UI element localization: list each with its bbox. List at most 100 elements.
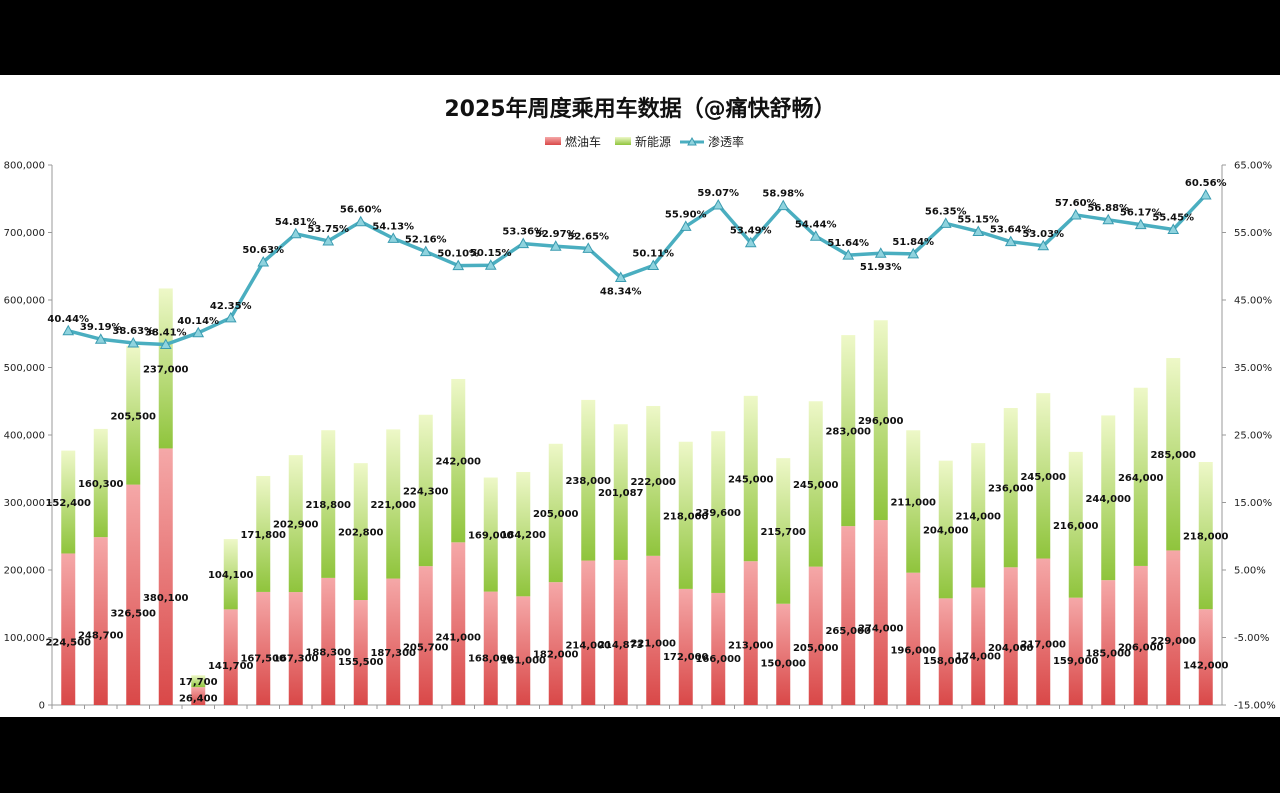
data-label-fuel: 224,500 (45, 637, 91, 648)
data-label-nev: 237,000 (143, 364, 189, 375)
bar-nev (581, 399, 596, 561)
data-label-nev: 224,300 (403, 486, 449, 497)
rate-point (809, 230, 822, 241)
bar-nev (971, 443, 986, 588)
data-label-nev: 169,000 (468, 531, 514, 542)
bar-fuel (418, 566, 433, 705)
bar-fuel (906, 572, 921, 705)
data-label-nev: 238,000 (565, 476, 611, 487)
data-label-nev: 264,000 (1118, 473, 1164, 484)
bar-fuel (711, 592, 726, 705)
data-label-rate: 53.03% (1022, 229, 1064, 240)
bar-fuel (1036, 558, 1051, 705)
bar-fuel (776, 603, 791, 705)
data-label-rate: 38.41% (145, 327, 187, 338)
rate-point (777, 199, 790, 211)
bar-fuel (321, 577, 336, 705)
data-labels: 224,500 152,400 248,700 160,300 326,500 205,5… (45, 178, 1228, 705)
rate-point (1134, 218, 1147, 230)
data-label-rate: 55.90% (665, 209, 707, 220)
bar-fuel (841, 526, 856, 705)
legend-swatch-fuel (545, 137, 561, 145)
data-label-fuel: 205,700 (403, 643, 449, 654)
bar-fuel (191, 687, 206, 705)
data-label-fuel: 229,000 (1150, 636, 1196, 647)
y-right-tick-label: 5.00% (1234, 566, 1266, 577)
rate-point (1004, 235, 1017, 247)
rate-point (192, 326, 205, 338)
data-label-rate: 58.98% (762, 189, 804, 200)
bar-fuel (256, 591, 271, 705)
rate-point (1167, 223, 1180, 234)
data-label-rate: 40.14% (177, 316, 219, 327)
data-label-nev: 17,700 (179, 677, 218, 688)
data-label-fuel: 158,000 (923, 656, 969, 667)
bar-fuel (548, 582, 563, 705)
bar-fuel (808, 566, 823, 705)
bar-fuel (288, 592, 303, 705)
data-label-rate: 53.64% (990, 225, 1032, 236)
legend-label-rate: 渗透率 (708, 134, 744, 149)
data-label-rate: 40.44% (47, 314, 89, 325)
bar-nev (61, 450, 76, 554)
rate-point (1199, 188, 1212, 200)
data-label-rate: 51.93% (860, 262, 902, 273)
bar-nev (613, 424, 628, 560)
legend: 燃油车 新能源 渗透率 (545, 134, 744, 149)
bar-fuel (483, 591, 498, 705)
data-label-fuel: 159,000 (1053, 656, 1099, 667)
rate-point (419, 245, 432, 257)
data-label-nev: 283,000 (825, 427, 871, 438)
data-label-nev: 244,000 (1085, 494, 1131, 505)
data-label-rate: 53.36% (502, 227, 544, 238)
data-label-nev: 104,100 (208, 570, 254, 581)
bar-nev (1101, 415, 1116, 581)
y-right-tick-label: 65.00% (1234, 161, 1272, 172)
rate-point (842, 249, 855, 260)
y-left-tick-label: 400,000 (4, 431, 45, 442)
bar-nev (418, 414, 433, 567)
bar-nev (1036, 393, 1051, 559)
data-label-rate: 53.75% (307, 224, 349, 235)
y-left-tick-label: 600,000 (4, 296, 45, 307)
legend-marker-rate (687, 136, 697, 146)
data-label-nev: 202,900 (273, 520, 319, 531)
rate-point (484, 259, 497, 270)
rate-point (647, 259, 660, 271)
data-label-rate: 42.35% (210, 301, 252, 312)
rate-point (127, 336, 140, 348)
data-label-rate: 53.49% (730, 226, 772, 237)
data-label-rate: 54.44% (795, 219, 837, 230)
rate-point (614, 271, 627, 282)
rate-point (159, 338, 172, 349)
data-label-fuel: 274,000 (858, 623, 904, 634)
data-label-rate: 60.56% (1185, 178, 1227, 189)
bar-nev (126, 345, 141, 485)
data-label-rate: 55.45% (1152, 212, 1194, 223)
data-label-fuel: 241,000 (435, 633, 481, 644)
bar-fuel (353, 600, 368, 705)
data-label-fuel: 174,000 (955, 652, 1001, 663)
data-label-nev: 160,300 (78, 479, 124, 490)
data-label-fuel: 196,000 (890, 645, 936, 656)
bar-nev (223, 539, 238, 610)
rate-point (939, 217, 952, 228)
chart-canvas (0, 75, 1280, 717)
data-label-fuel: 26,400 (179, 694, 218, 705)
data-label-rate: 51.64% (827, 238, 869, 249)
data-label-nev: 205,500 (110, 411, 156, 422)
data-label-nev: 245,000 (1020, 472, 1066, 483)
data-label-fuel: 182,000 (533, 649, 579, 660)
rate-point (224, 311, 237, 323)
bar-fuel (93, 537, 108, 705)
bar-nev (1166, 358, 1181, 551)
data-label-rate: 51.84% (892, 237, 934, 248)
y-left-tick-label: 200,000 (4, 566, 45, 577)
bar-nev (483, 477, 498, 592)
rate-point (549, 240, 562, 251)
data-label-nev: 218,000 (663, 511, 709, 522)
data-label-fuel: 167,300 (273, 654, 319, 665)
data-label-rate: 56.17% (1120, 208, 1162, 219)
data-label-fuel: 380,100 (143, 593, 189, 604)
data-label-fuel: 214,000 (565, 640, 611, 651)
